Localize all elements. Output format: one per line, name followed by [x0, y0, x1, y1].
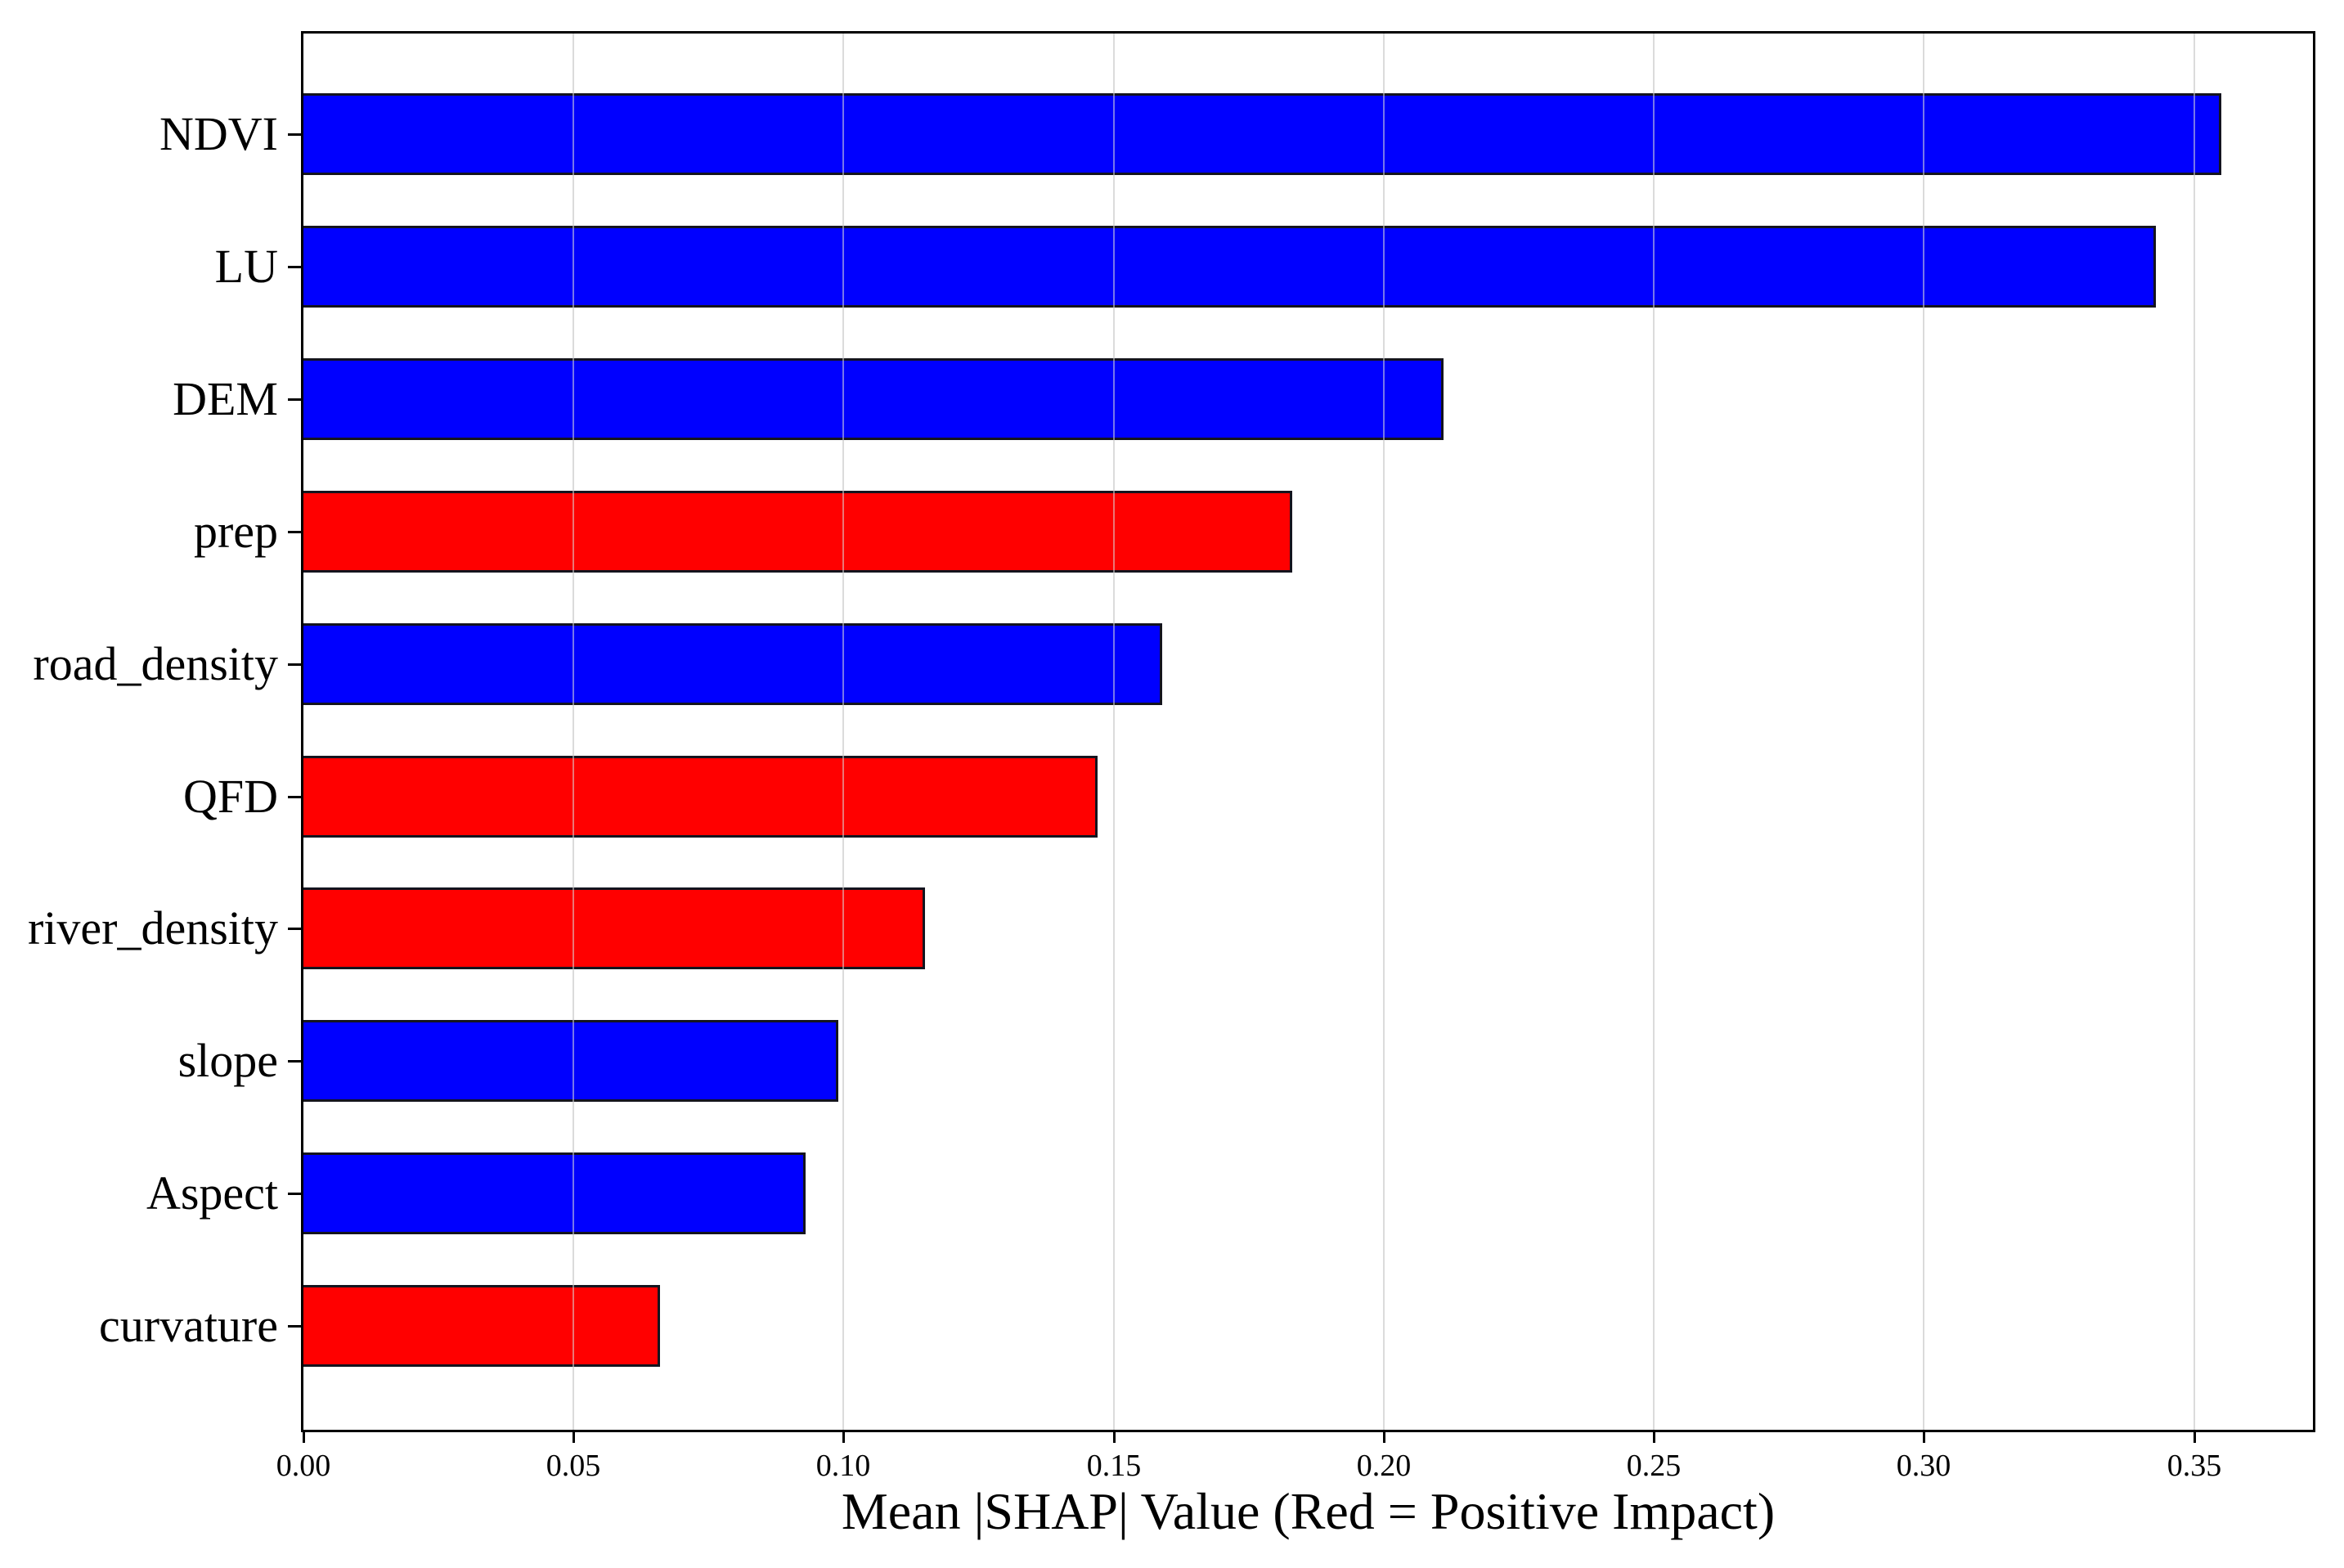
y-axis-tick	[288, 1325, 301, 1328]
bar-QFD	[303, 756, 1098, 838]
bar-LU	[303, 226, 2156, 308]
y-axis-label: slope	[177, 1034, 278, 1087]
y-axis-label: curvature	[99, 1299, 278, 1352]
y-axis-tick	[288, 133, 301, 136]
y-axis-tick	[288, 663, 301, 666]
y-axis-label: prep	[193, 505, 278, 558]
plot-area	[301, 31, 2315, 1432]
y-axis-label: QFD	[182, 770, 278, 823]
y-axis-label: river_density	[27, 901, 278, 955]
x-axis-tick	[1383, 1430, 1385, 1443]
x-axis-tick	[842, 1430, 845, 1443]
x-axis-tick-label: 0.10	[815, 1449, 871, 1483]
y-axis-label: road_density	[33, 637, 278, 690]
x-axis-tick	[573, 1430, 575, 1443]
x-axis-tick-label: 0.15	[1086, 1449, 1142, 1483]
bar-prep	[303, 491, 1292, 573]
y-axis-tick	[288, 266, 301, 268]
bar-road_density	[303, 623, 1162, 705]
y-axis-tick	[288, 531, 301, 533]
x-axis-tick	[1113, 1430, 1116, 1443]
x-axis-tick-label: 0.00	[276, 1449, 331, 1483]
y-axis-tick	[288, 398, 301, 401]
x-axis-tick-label: 0.35	[2167, 1449, 2222, 1483]
y-axis-tick	[288, 1193, 301, 1195]
gridline-overlay	[1923, 34, 1924, 1430]
gridline-overlay	[1653, 34, 1655, 1430]
x-axis-tick	[1653, 1430, 1655, 1443]
gridline-overlay	[842, 34, 844, 1430]
bar-river_density	[303, 887, 925, 969]
y-axis-label: NDVI	[159, 107, 278, 160]
gridline-overlay	[573, 34, 574, 1430]
y-axis-label: DEM	[173, 372, 278, 425]
gridline-overlay	[1113, 34, 1115, 1430]
x-axis-tick	[1923, 1430, 1925, 1443]
x-axis-tick	[2194, 1430, 2196, 1443]
x-axis-title: Mean |SHAP| Value (Red = Positive Impact…	[841, 1482, 1776, 1540]
gridline-overlay	[2194, 34, 2195, 1430]
bar-NDVI	[303, 93, 2221, 175]
y-axis-label: LU	[214, 240, 278, 293]
x-axis-tick-label: 0.20	[1356, 1449, 1412, 1483]
x-axis-tick-label: 0.05	[546, 1449, 601, 1483]
x-axis-tick	[303, 1430, 305, 1443]
bar-DEM	[303, 358, 1444, 440]
x-axis-tick-label: 0.30	[1896, 1449, 1951, 1483]
bar-slope	[303, 1020, 838, 1102]
y-axis-tick	[288, 796, 301, 798]
y-axis-label: Aspect	[146, 1166, 278, 1220]
x-axis-tick-label: 0.25	[1626, 1449, 1682, 1483]
y-axis-tick	[288, 1060, 301, 1063]
bar-Aspect	[303, 1152, 806, 1234]
bar-curvature	[303, 1285, 660, 1367]
gridline-overlay	[1383, 34, 1385, 1430]
y-axis-tick	[288, 928, 301, 930]
